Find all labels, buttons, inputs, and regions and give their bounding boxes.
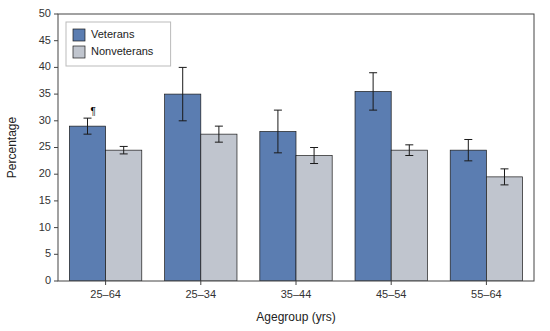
error-bar — [84, 118, 92, 134]
error-line — [314, 148, 315, 164]
x-axis: 25–64 25–34 35–44 45–54 55–64 — [90, 281, 501, 300]
error-cap — [179, 67, 187, 68]
y-tick-label: 25 — [39, 140, 51, 152]
error-line — [373, 73, 374, 110]
x-tick-label: 45–54 — [376, 288, 407, 300]
error-cap — [369, 110, 377, 111]
error-cap — [120, 146, 128, 147]
error-cap — [120, 153, 128, 154]
error-cap — [310, 147, 318, 148]
error-cap — [464, 160, 472, 161]
x-tick-label: 25–34 — [186, 288, 217, 300]
bars — [69, 67, 522, 281]
error-cap — [464, 139, 472, 140]
bar — [391, 150, 427, 281]
x-tick — [391, 281, 392, 285]
y-tick — [54, 147, 58, 148]
error-cap — [179, 120, 187, 121]
error-bar — [274, 110, 282, 153]
bar — [201, 134, 237, 281]
error-line — [504, 169, 505, 185]
error-bar — [500, 169, 508, 185]
x-tick — [200, 281, 201, 285]
y-tick-label: 0 — [45, 274, 51, 286]
bar — [450, 150, 486, 281]
y-tick-label: 10 — [39, 221, 51, 233]
y-tick-label: 40 — [39, 60, 51, 72]
legend-label: Veterans — [91, 28, 135, 40]
error-cap — [274, 110, 282, 111]
y-tick — [54, 254, 58, 255]
plot-frame — [58, 14, 534, 281]
bar — [296, 156, 332, 281]
y-tick — [54, 200, 58, 201]
legend-swatch — [73, 29, 85, 41]
bar — [486, 177, 522, 281]
error-bar — [310, 148, 318, 164]
error-line — [87, 118, 88, 134]
error-bar — [464, 139, 472, 160]
error-cap — [369, 72, 377, 73]
y-tick-label: 50 — [39, 7, 51, 19]
bar — [69, 126, 105, 281]
bar — [260, 131, 296, 281]
x-tick — [486, 281, 487, 285]
y-tick — [54, 14, 58, 15]
error-line — [277, 110, 278, 153]
error-line — [409, 145, 410, 156]
error-line — [218, 126, 219, 142]
error-bar — [179, 67, 187, 120]
error-bar — [215, 126, 223, 142]
legend: Veterans Nonveterans — [66, 22, 171, 66]
x-tick — [296, 281, 297, 285]
x-tick — [105, 281, 106, 285]
error-line — [123, 146, 124, 153]
bar — [355, 91, 391, 281]
y-axis: 0 5 10 15 20 25 30 35 40 45 50 — [39, 7, 58, 286]
chart: 0 5 10 15 20 25 30 35 40 45 50 25–64 25–34 35–44 45–54… — [0, 0, 550, 331]
y-tick-label: 20 — [39, 167, 51, 179]
y-tick-label: 35 — [39, 87, 51, 99]
y-tick — [54, 281, 58, 282]
error-cap — [310, 163, 318, 164]
y-tick — [54, 174, 58, 175]
y-tick-label: 15 — [39, 194, 51, 206]
error-cap — [500, 168, 508, 169]
error-cap — [405, 144, 413, 145]
error-cap — [215, 142, 223, 143]
y-tick — [54, 120, 58, 121]
error-cap — [274, 152, 282, 153]
y-tick-label: 5 — [45, 247, 51, 259]
error-cap — [84, 134, 92, 135]
error-cap — [84, 118, 92, 119]
error-cap — [500, 184, 508, 185]
y-tick — [54, 40, 58, 41]
annotation: ¶ — [91, 106, 96, 117]
legend-swatch — [73, 46, 85, 58]
error-cap — [405, 155, 413, 156]
y-tick-label: 45 — [39, 34, 51, 46]
error-line — [468, 139, 469, 160]
error-bar — [405, 145, 413, 156]
y-axis-label: Percentage — [5, 116, 19, 178]
y-tick — [54, 227, 58, 228]
y-tick-label: 30 — [39, 114, 51, 126]
x-tick-label: 55–64 — [471, 288, 502, 300]
legend-box — [66, 22, 171, 66]
x-axis-label: Agegroup (yrs) — [256, 310, 335, 324]
bar — [106, 150, 142, 281]
error-line — [182, 67, 183, 120]
error-bar — [369, 73, 377, 110]
x-tick-label: 35–44 — [281, 288, 312, 300]
error-bar — [120, 146, 128, 153]
legend-label: Nonveterans — [91, 45, 154, 57]
bar — [165, 94, 201, 281]
x-tick-label: 25–64 — [90, 288, 121, 300]
error-cap — [215, 126, 223, 127]
y-tick — [54, 67, 58, 68]
y-tick — [54, 94, 58, 95]
